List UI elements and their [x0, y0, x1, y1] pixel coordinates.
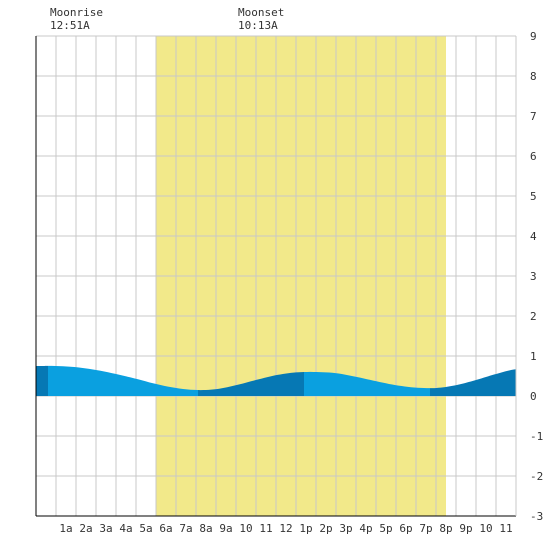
moonset-label: Moonset — [238, 6, 284, 19]
x-tick-label: 2p — [319, 522, 332, 535]
tide-area-segment — [36, 365, 48, 396]
y-tick-label: 7 — [530, 110, 537, 123]
y-tick-label: 4 — [530, 230, 537, 243]
moonrise-label: Moonrise — [50, 6, 103, 19]
x-tick-label: 9p — [459, 522, 472, 535]
x-tick-labels-group: 1a 2a 3a 4a 5a 6a 7a 8a 9a 10 11 12 1p 2p 3p 4p 5p 6p 7p 8p… — [59, 522, 512, 535]
x-tick-label: 4p — [359, 522, 372, 535]
x-tick-label: 4a — [119, 522, 132, 535]
tide-area-segment — [304, 371, 430, 396]
tide-area-segment — [430, 369, 516, 396]
x-tick-label: 12 — [279, 522, 292, 535]
x-tick-label: 11 — [499, 522, 512, 535]
x-tick-label: 6a — [159, 522, 172, 535]
y-tick-label: 9 — [530, 30, 537, 43]
x-tick-label: 7a — [179, 522, 192, 535]
y-tick-label: 6 — [530, 150, 537, 163]
moonrise-time: 12:51A — [50, 19, 90, 32]
axes-group — [35, 36, 517, 517]
y-tick-labels-group: -3 -2 -1 0 1 2 3 4 5 6 7 8 9 — [530, 30, 543, 523]
tide-area-segment — [48, 365, 198, 396]
x-tick-label: 8p — [439, 522, 452, 535]
tide-area-segment — [198, 371, 304, 396]
y-tick-label: -3 — [530, 510, 543, 523]
y-tick-label: -1 — [530, 430, 543, 443]
y-tick-label: 5 — [530, 190, 537, 203]
x-tick-label: 2a — [79, 522, 92, 535]
x-tick-label: 11 — [259, 522, 272, 535]
y-tick-label: 1 — [530, 350, 537, 363]
y-tick-label: 8 — [530, 70, 537, 83]
x-tick-label: 1p — [299, 522, 312, 535]
x-tick-label: 10 — [239, 522, 252, 535]
x-tick-label: 3p — [339, 522, 352, 535]
x-tick-label: 1a — [59, 522, 72, 535]
y-tick-label: 3 — [530, 270, 537, 283]
x-tick-label: 10 — [479, 522, 492, 535]
tide-area-group — [36, 365, 516, 396]
x-tick-label: 7p — [419, 522, 432, 535]
x-tick-label: 9a — [219, 522, 232, 535]
x-tick-label: 5p — [379, 522, 392, 535]
x-tick-label: 6p — [399, 522, 412, 535]
y-tick-label: -2 — [530, 470, 543, 483]
x-tick-label: 8a — [199, 522, 212, 535]
y-tick-label: 0 — [530, 390, 537, 403]
x-tick-label: 5a — [139, 522, 152, 535]
moonset-time: 10:13A — [238, 19, 278, 32]
x-tick-label: 3a — [99, 522, 112, 535]
y-tick-label: 2 — [530, 310, 537, 323]
